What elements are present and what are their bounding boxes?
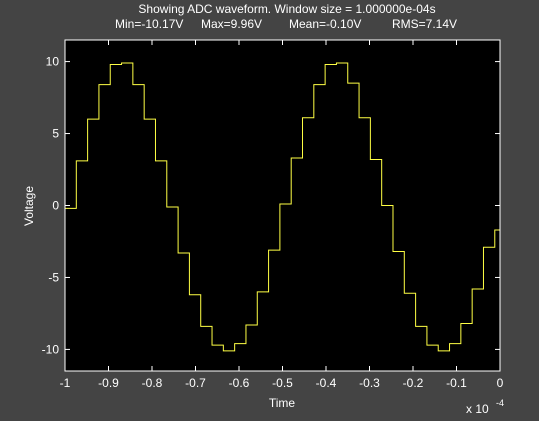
x-tick-label: -1 <box>60 376 71 390</box>
series-layer <box>65 62 500 352</box>
x-tick-label: 0 <box>497 376 504 390</box>
y-tick-label: 10 <box>46 55 60 69</box>
stat-max: Max=9.96V <box>201 17 262 31</box>
stat-mean: Mean=-0.10V <box>289 17 361 31</box>
chart-title: Showing ADC waveform. Window size = 1.00… <box>138 2 435 16</box>
x-tick-label: -0.9 <box>98 376 119 390</box>
stat-rms: RMS=7.14V <box>392 17 457 31</box>
x-tick-label: -0.7 <box>185 376 206 390</box>
y-tick-label: 0 <box>52 199 59 213</box>
y-tick-label: -5 <box>48 270 59 284</box>
y-axis-ticks: 10 5 0 -5 -10 <box>42 55 500 356</box>
x-tick-label: -0.4 <box>316 376 337 390</box>
y-axis-label: Voltage <box>22 186 36 226</box>
x-tick-label: -0.1 <box>446 376 467 390</box>
y-tick-label: -10 <box>42 342 60 356</box>
x-tick-label: -0.3 <box>359 376 380 390</box>
x-axis-ticks: -1 -0.9 -0.8 -0.7 -0.6 -0.5 -0.4 -0.3 -0.2 -0.1 0 <box>60 40 504 390</box>
x-multiplier-label: x 10 <box>466 402 489 416</box>
x-tick-label: -0.6 <box>229 376 250 390</box>
y-tick-label: 5 <box>52 127 59 141</box>
plot-area <box>65 40 500 371</box>
x-axis-label: Time <box>269 396 296 410</box>
x-tick-label: -0.2 <box>403 376 424 390</box>
stat-min: Min=-10.17V <box>115 17 183 31</box>
waveform-line <box>65 62 500 352</box>
x-multiplier-exponent: -4 <box>496 398 504 408</box>
x-tick-label: -0.5 <box>272 376 293 390</box>
x-tick-label: -0.8 <box>142 376 163 390</box>
